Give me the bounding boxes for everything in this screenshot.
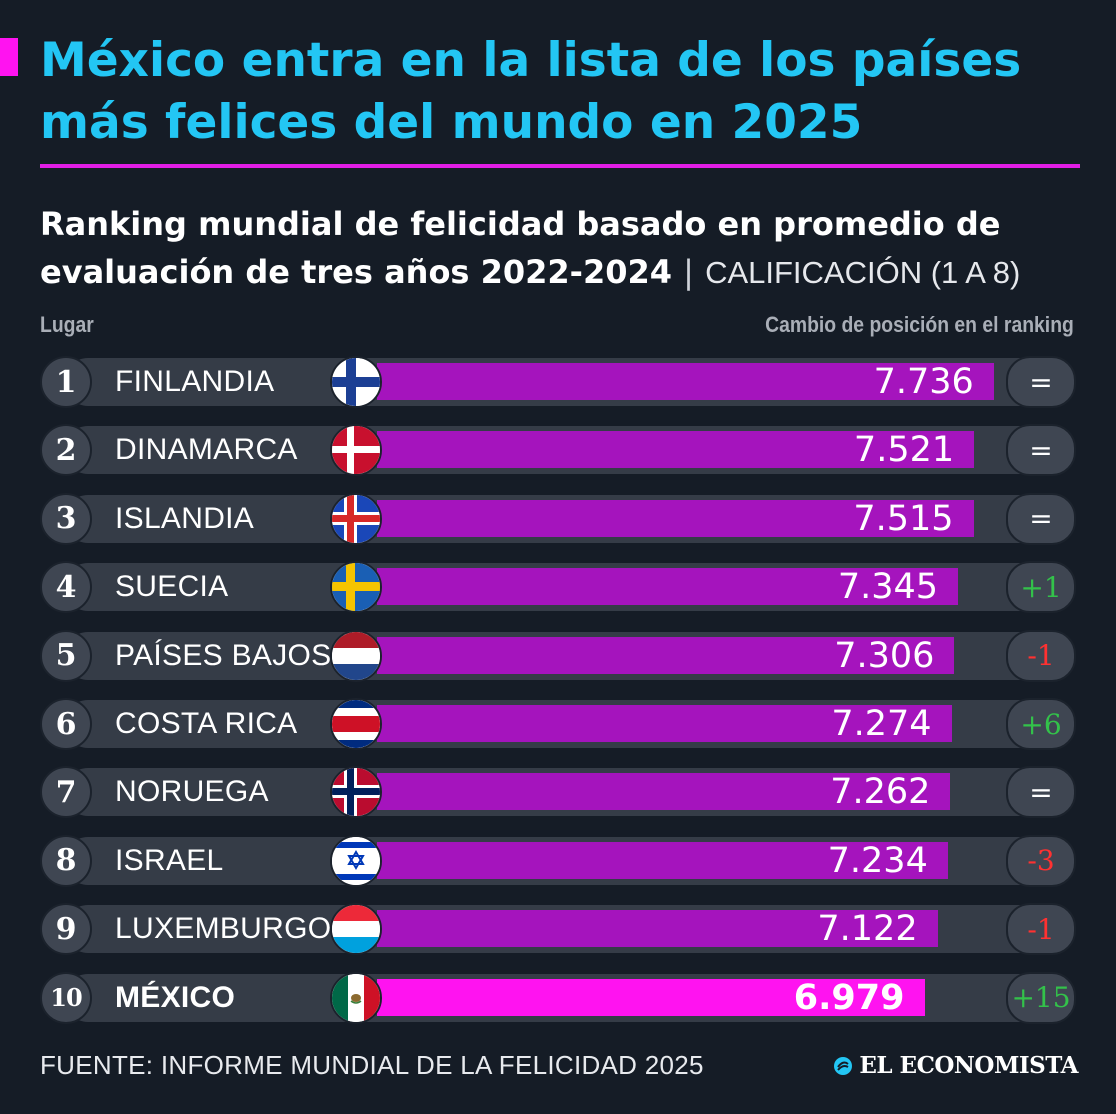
country-label: SUECIA	[115, 570, 229, 604]
el-economista-logo-icon	[834, 1056, 853, 1075]
ranking-row: 6 COSTA RICA 7.274 +6	[40, 698, 1076, 750]
ranking-row: 10 MÉXICO 6.979 +15	[40, 971, 1076, 1024]
publisher-logo: EL ECONOMISTA	[833, 1052, 1078, 1079]
country-label: ISLANDIA	[115, 501, 255, 535]
data-label: 7.736	[873, 362, 974, 402]
data-bar	[377, 431, 975, 469]
sweden-flag-icon	[330, 561, 382, 614]
subtitle-text: Ranking mundial de felicidad basado en p…	[40, 205, 1001, 291]
subtitle-separator: |	[683, 253, 694, 291]
logo-text: EL ECONOMISTA	[859, 1052, 1078, 1079]
rank-badge: 8	[40, 834, 92, 887]
rank-change-badge: -1	[1006, 903, 1076, 956]
source-note: FUENTE: INFORME MUNDIAL DE LA FELICIDAD …	[40, 1050, 704, 1080]
rank-badge: 4	[40, 561, 92, 614]
data-label: 7.262	[830, 772, 931, 813]
chart-subtitle: Ranking mundial de felicidad basado en p…	[40, 200, 1100, 297]
data-bar	[377, 978, 925, 1016]
data-label: 7.122	[817, 909, 918, 950]
column-header-change: Cambio de posición en el ranking	[765, 312, 1074, 337]
title-divider	[40, 164, 1080, 168]
country-label: FINLANDIA	[115, 365, 275, 398]
mexico-flag-icon	[330, 971, 382, 1024]
data-label: 7.274	[831, 704, 932, 744]
rank-change-badge: =	[1006, 766, 1076, 819]
data-label: 7.306	[834, 635, 935, 676]
data-bar	[377, 705, 952, 742]
norway-flag-icon	[330, 766, 382, 819]
title-accent-bar	[0, 38, 18, 76]
denmark-flag-icon	[330, 424, 382, 477]
ranking-row: 9 LUXEMBURGO 7.122 -1	[40, 903, 1076, 956]
rank-badge: 6	[40, 698, 92, 750]
country-label: DINAMARCA	[115, 433, 298, 467]
rank-change-badge: +6	[1006, 698, 1076, 750]
luxembourg-flag-icon	[330, 903, 382, 956]
unit-label: CALIFICACIÓN (1 A 8)	[705, 255, 1021, 290]
rank-badge: 5	[40, 629, 92, 682]
data-bar	[377, 841, 948, 879]
rank-badge: 2	[40, 424, 92, 477]
rank-badge: 7	[40, 766, 92, 819]
rank-change-badge: =	[1006, 356, 1076, 408]
rank-badge: 3	[40, 492, 92, 545]
country-label: LUXEMBURGO	[115, 912, 332, 946]
ranking-row: 3 ISLANDIA 7.515 =	[40, 492, 1076, 545]
rank-badge: 10	[40, 971, 92, 1024]
data-bar	[377, 636, 955, 674]
country-label: ISRAEL	[115, 843, 224, 877]
netherlands-flag-icon	[330, 629, 382, 682]
data-label: 7.521	[853, 430, 955, 471]
data-label: 7.234	[827, 840, 928, 881]
ranking-row: 4 SUECIA 7.345 +1	[40, 561, 1076, 614]
rank-change-badge: =	[1006, 424, 1076, 477]
page-title: México entra en la lista de los países m…	[40, 33, 1022, 150]
finland-flag-icon	[330, 356, 382, 408]
rank-change-badge: +1	[1006, 561, 1076, 614]
country-label: COSTA RICA	[115, 707, 298, 740]
data-label: 7.345	[837, 567, 939, 608]
ranking-row: 5 PAÍSES BAJOS 7.306 -1	[40, 629, 1076, 682]
iceland-flag-icon	[330, 492, 382, 545]
data-bar	[377, 773, 951, 811]
data-bar	[377, 910, 938, 948]
costa-rica-flag-icon	[330, 698, 382, 750]
ranking-row: 2 DINAMARCA 7.521 =	[40, 424, 1076, 477]
ranking-row: 8 ISRAEL 7.234 -3	[40, 834, 1076, 887]
rank-badge: 9	[40, 903, 92, 956]
rank-change-badge: +15	[1006, 971, 1076, 1024]
country-label: PAÍSES BAJOS	[115, 638, 332, 672]
data-bar	[377, 499, 974, 537]
data-label: 6.979	[793, 977, 905, 1018]
rank-change-badge: =	[1006, 492, 1076, 545]
data-bar	[377, 568, 959, 606]
israel-flag-icon	[330, 834, 382, 887]
rank-badge: 1	[40, 356, 92, 408]
data-label: 7.515	[853, 498, 954, 539]
ranking-row: 7 NORUEGA 7.262 =	[40, 766, 1076, 819]
data-bar	[377, 363, 994, 400]
ranking-row: 1 FINLANDIA 7.736 =	[40, 356, 1076, 408]
column-header-rank: Lugar	[40, 312, 94, 337]
rank-change-badge: -3	[1006, 834, 1076, 887]
country-label: NORUEGA	[115, 775, 269, 809]
country-label: MÉXICO	[115, 980, 236, 1014]
rank-change-badge: -1	[1006, 629, 1076, 682]
